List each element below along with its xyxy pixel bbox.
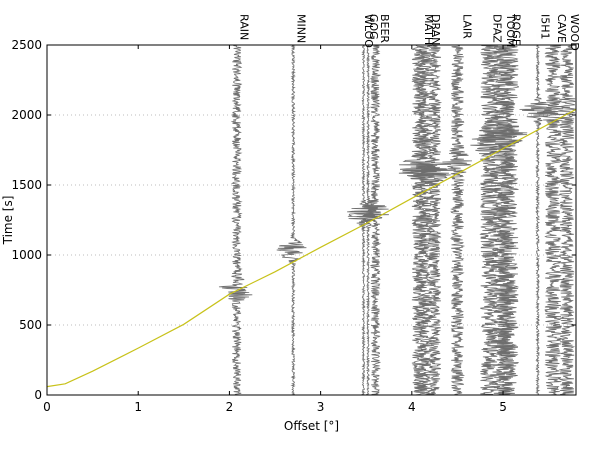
seismic-trace: [487, 44, 528, 396]
x-axis-ticks: 0 1 2 3 4 5: [43, 45, 507, 414]
station-label: TOOM: [504, 13, 517, 48]
x-tick-label: 0: [43, 400, 51, 414]
travel-time-curve: [46, 108, 577, 388]
y-tick-label: 2500: [11, 38, 42, 52]
y-tick-label: 0: [34, 388, 42, 402]
station-label: WOOD: [568, 14, 581, 51]
y-tick-label: 1000: [11, 248, 42, 262]
station-label: DRAN: [429, 14, 442, 45]
y-tick-label: 500: [19, 318, 42, 332]
seismic-trace: [540, 44, 568, 396]
seismic-trace: [519, 44, 559, 396]
station-label: LAIR: [460, 14, 473, 39]
seismic-trace: [442, 44, 473, 396]
y-axis-label: Time [s]: [1, 196, 15, 246]
y-axis-ticks: 0 500 1000 1500 2000 2500: [11, 38, 576, 402]
station-label: I5H1: [539, 14, 552, 40]
station-label: GOG: [367, 14, 380, 40]
seismic-trace: [276, 44, 307, 395]
seismic-trace: [218, 44, 253, 396]
station-label: DFAZ: [490, 14, 503, 43]
seismic-trace: [415, 44, 457, 396]
station-label: ROGE: [510, 14, 523, 46]
x-tick-label: 1: [134, 400, 142, 414]
station-label: RAIN: [238, 14, 251, 40]
station-label: MATH: [422, 14, 435, 45]
x-tick-label: 4: [408, 400, 416, 414]
station-label: BEER: [378, 14, 391, 43]
y-tick-label: 2000: [11, 108, 42, 122]
plot-frame: [46, 44, 577, 396]
x-axis-label: Offset [°]: [284, 419, 339, 433]
station-label: CAVE: [555, 14, 568, 43]
x-tick-label: 5: [499, 400, 507, 414]
seismic-trace: [347, 44, 382, 396]
seismic-trace: [557, 44, 577, 396]
y-tick-label: 1500: [11, 178, 42, 192]
x-tick-label: 2: [226, 400, 234, 414]
seismic-traces: [218, 44, 577, 396]
x-tick-label: 3: [317, 400, 325, 414]
station-label: WLOO: [362, 14, 375, 48]
station-label: MINN: [294, 14, 307, 43]
